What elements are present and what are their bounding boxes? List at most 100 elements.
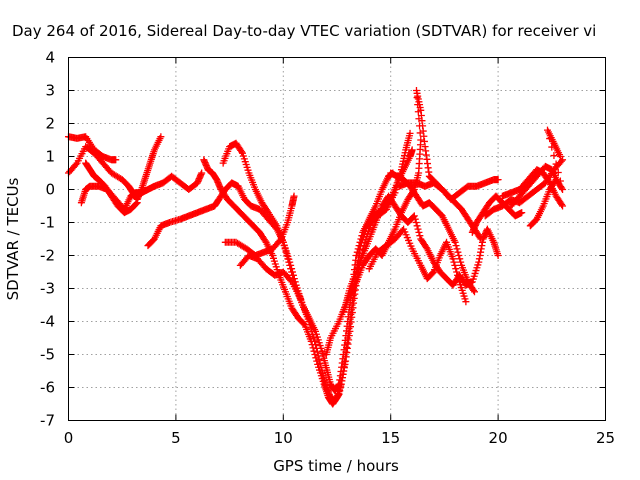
data-point [452,265,460,273]
data-point [449,255,457,263]
y-tick-label: 4 [45,49,55,67]
data-point [477,235,485,243]
data-point [558,201,566,209]
data-point [353,248,361,256]
data-point [282,248,290,256]
y-tick-label: 3 [45,82,55,100]
y-tick-labels: -7 -6 -5 -4 -3 -2 -1 0 1 2 3 4 [40,49,55,430]
data-point [281,245,289,253]
data-point [556,153,564,160]
plot-frame [68,57,606,421]
y-tick-label: -2 [40,247,55,265]
y-tick-label: 1 [45,148,55,166]
data-point [410,212,418,220]
data-point [451,261,459,269]
chart-title: Day 264 of 2016, Sidereal Day-to-day VTE… [12,22,596,40]
data-point [455,252,463,259]
data-point [308,341,316,349]
data-point [554,179,562,187]
data-point [307,337,315,345]
data-point [290,192,298,200]
data-point [312,354,320,362]
data-point [352,252,360,259]
data-point [132,200,140,208]
y-tick-label: -7 [40,412,55,430]
data-point [494,176,502,184]
data-point [288,268,296,276]
y-tick-label: -3 [40,280,55,298]
data-point [157,133,165,141]
data-point [452,242,460,250]
x-tick-label: 25 [596,429,615,447]
data-point [406,129,414,137]
data-point [287,265,295,273]
data-point [198,169,206,177]
y-axis-label: SDTVAR / TECUs [4,177,22,300]
x-tick-labels: 0 5 10 15 20 25 [64,429,615,447]
data-point [559,202,567,210]
tick-marks [68,57,606,421]
data-point [311,351,319,358]
data-point [392,186,400,193]
data-point [416,232,424,240]
data-point [133,199,141,207]
data-point [476,234,484,242]
data-point [412,219,420,226]
data-point [494,252,502,259]
y-tick-label: -1 [40,214,55,232]
data-point [280,242,288,250]
data-point [287,276,295,284]
data-point [453,268,461,276]
data-point [417,136,425,144]
data-point [408,146,416,154]
data-point [279,238,287,246]
data-point [358,232,366,240]
data-point [310,347,318,355]
data-point [454,271,462,279]
data-point [72,161,80,169]
data-point [285,258,293,266]
data-point [309,344,317,352]
x-tick-label: 5 [171,429,181,447]
data-point [550,152,558,160]
y-tick-label: 0 [45,181,55,199]
data-point [112,156,120,164]
data-point [470,286,478,294]
data-point [552,160,560,168]
data-point [313,357,321,365]
data-point [470,288,478,296]
data-point [451,238,459,246]
data-point [354,245,362,253]
x-axis-label: GPS time / hours [273,457,399,475]
x-tick-label: 10 [274,429,293,447]
data-point [450,258,458,266]
data-point [283,252,291,259]
y-tick-label: -6 [40,379,55,397]
data-point [454,248,462,256]
data-point [413,222,421,230]
data-point [284,255,292,263]
data-point [414,225,422,233]
data-point [457,258,465,266]
data-point [286,261,294,269]
data-point [554,169,562,177]
data-point [289,271,297,279]
data-point [456,255,464,263]
data-point [238,148,246,156]
data-point [296,294,304,302]
data-point [462,298,470,306]
data-point [558,184,566,192]
data-point [518,209,526,217]
data-point [391,189,399,197]
data-point [453,245,461,253]
y-tick-label: -5 [40,346,55,364]
x-tick-label: 0 [64,429,74,447]
data-point [557,157,565,165]
y-tick-label: 2 [45,115,55,133]
data-points [65,87,567,408]
x-tick-label: 15 [381,429,400,447]
x-tick-label: 20 [489,429,508,447]
data-point [411,215,419,223]
data-point [415,228,423,236]
